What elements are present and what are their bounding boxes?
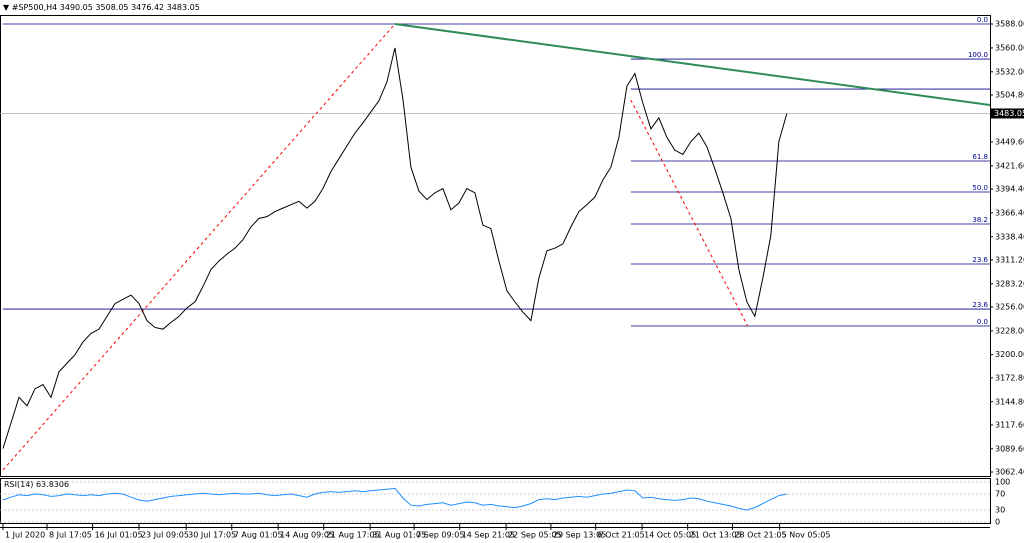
rsi-name: RSI(14) [4,480,33,489]
close: 3483.05 [167,3,200,12]
y-tick-label: 3504.80 [995,90,1024,99]
rsi-tick-label: 0 [995,518,1000,527]
y-tick-label: 3421.60 [995,161,1024,170]
y-tick-label: 3311.20 [995,255,1024,264]
fib-label: 0.0 [977,16,988,24]
y-tick-label: 3532.00 [995,67,1024,76]
x-tick-label: 14 Aug 09:05 [280,531,334,540]
x-tick-label: 22 Sep 05:05 [508,531,561,540]
x-tick-label: 1 Jul 2020 [5,531,45,540]
x-tick-label: 30 Jul 17:05 [188,531,236,540]
y-tick-label: 3228.00 [995,326,1024,335]
fib-label: 23.6 [972,256,988,264]
fib-label: 0.0 [977,318,988,326]
low: 3476.42 [131,3,164,12]
last-price-box [991,108,1024,119]
price-line [2,47,788,449]
x-tick-label: 14 Oct 05:05 [644,531,696,540]
rsi-tick-label: 100 [995,478,1010,487]
x-tick-label: 21 Aug 17:05 [326,531,380,540]
x-tick-label: 21 Oct 13:05 [690,531,742,540]
x-tick-label: 5 Nov 05:05 [782,531,831,540]
arrow-icon[interactable]: ▼ [3,3,12,12]
x-tick-label: 31 Aug 01:05 [372,531,426,540]
y-tick-label: 3256.00 [995,302,1024,311]
y-tick-label: 3366.40 [995,208,1024,217]
x-tick-label: 8 Jul 17:05 [49,531,92,540]
trendline [630,99,749,327]
open: 3490.05 [60,3,93,12]
x-tick-label: 29 Sep 13:05 [553,531,606,540]
fib-label: 38.2 [972,216,988,224]
y-tick-label: 3588.00 [995,20,1024,29]
high: 3508.05 [95,3,128,12]
rsi-tick-label: 70 [995,490,1005,499]
fib-label: 50.0 [972,184,988,192]
trendline [2,23,396,471]
x-tick-label: 28 Oct 21:05 [734,531,786,540]
y-tick-label: 3560.00 [995,43,1024,52]
trendline [394,23,991,106]
y-tick-label: 3283.20 [995,279,1024,288]
y-tick-label: 3449.60 [995,137,1024,146]
x-tick-label: 7 Aug 01:05 [234,531,283,540]
rsi-line [2,487,787,511]
y-tick-label: 3338.40 [995,232,1024,241]
rsi-tick-label: 30 [995,506,1005,515]
x-tick-label: 14 Sep 21:05 [462,531,515,540]
symbol-header: ▼ #SP500,H4 3490.05 3508.05 3476.42 3483… [3,3,200,12]
x-tick-label: 6 Oct 21:05 [598,531,645,540]
last-price-label: 3483.05 [994,109,1024,118]
y-tick-label: 3172.80 [995,373,1024,382]
y-tick-label: 3394.40 [995,185,1024,194]
fib-label: 100.0 [968,51,988,59]
y-tick-label: 3144.80 [995,397,1024,406]
rsi-value: 63.8306 [36,480,69,489]
y-tick-label: 3062.40 [995,467,1024,476]
rsi-header: RSI(14) 63.8306 [4,480,69,489]
x-tick-label: 7 Sep 09:05 [416,531,464,540]
x-tick-label: 23 Jul 09:05 [141,531,189,540]
x-tick-label: 16 Jul 01:05 [95,531,143,540]
y-tick-label: 3200.00 [995,350,1024,359]
rsi-panel [0,478,991,524]
y-tick-label: 3089.60 [995,444,1024,453]
symbol: #SP500,H4 [12,3,58,12]
fib-label: 23.6 [972,301,988,309]
price-panel [0,15,991,477]
fib-label: 61.8 [972,153,988,161]
y-tick-label: 3117.60 [995,420,1024,429]
